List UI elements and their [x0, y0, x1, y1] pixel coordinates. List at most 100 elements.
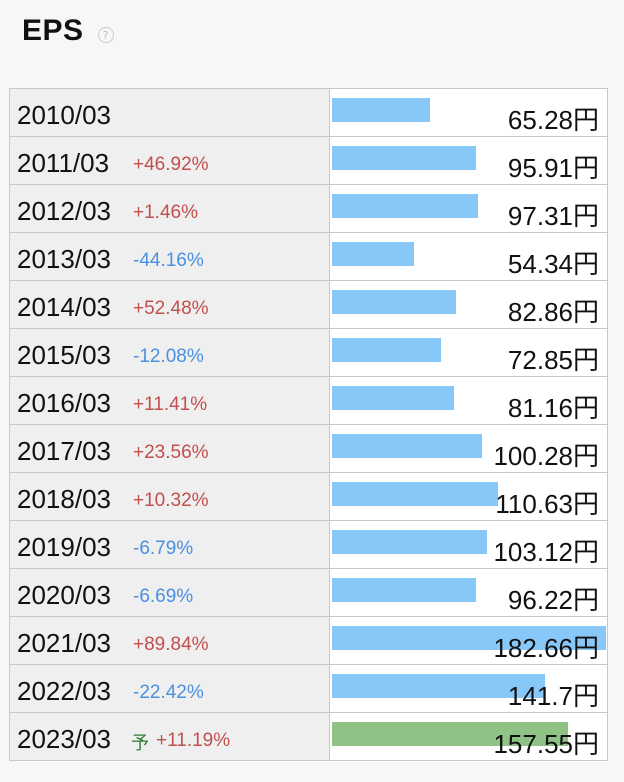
year-label: 2019/03 — [17, 532, 111, 562]
table-row: 2023/03 予 +11.19% 157.55円 — [10, 713, 608, 761]
change-percent: -6.79% — [133, 538, 194, 559]
value-cell: 95.91円 — [330, 137, 608, 184]
eps-value: 81.16円 — [507, 393, 599, 423]
eps-table: 2010/03 65.28円 2011/03 +46.92% 95.91円 2012/03… — [9, 88, 608, 761]
value-cell: 96.22円 — [330, 569, 608, 616]
year-label: 2015/03 — [17, 340, 111, 370]
chart-header: EPS ? — [22, 14, 114, 48]
change-percent: +23.56% — [133, 442, 209, 463]
table-row: 2014/03 +52.48% 82.86円 — [10, 281, 608, 329]
help-icon[interactable]: ? — [97, 27, 114, 43]
table-row: 2012/03 +1.46% 97.31円 — [10, 185, 608, 233]
table-row: 2021/03 +89.84% 182.66円 — [10, 617, 608, 665]
value-cell: 100.28円 — [330, 425, 608, 472]
year-label: 2017/03 — [17, 436, 111, 466]
year-cell: 2019/03 -6.79% — [10, 521, 330, 568]
value-cell: 110.63円 — [330, 473, 608, 520]
eps-value: 82.86円 — [507, 297, 599, 327]
eps-value: 157.55円 — [493, 729, 599, 759]
forecast-mark: 予 — [131, 733, 149, 754]
table-row: 2010/03 65.28円 — [10, 89, 608, 137]
eps-bar — [332, 146, 476, 170]
year-cell: 2021/03 +89.84% — [10, 617, 330, 664]
change-percent: +89.84% — [133, 634, 209, 655]
change-percent: +52.48% — [133, 298, 209, 319]
eps-bar — [332, 626, 606, 650]
eps-bar — [332, 242, 414, 266]
table-row: 2013/03 -44.16% 54.34円 — [10, 233, 608, 281]
year-label: 2011/03 — [17, 148, 110, 178]
value-cell: 97.31円 — [330, 185, 608, 232]
eps-bar — [332, 194, 478, 218]
chart-title: EPS — [22, 14, 84, 47]
year-label: 2020/03 — [17, 580, 111, 610]
year-label: 2018/03 — [17, 484, 111, 514]
change-percent: +10.32% — [133, 490, 209, 511]
eps-bar — [332, 578, 476, 602]
value-cell: 65.28円 — [330, 89, 608, 136]
year-cell: 2011/03 +46.92% — [10, 137, 330, 184]
year-cell: 2017/03 +23.56% — [10, 425, 330, 472]
value-cell: 103.12円 — [330, 521, 608, 568]
value-cell: 81.16円 — [330, 377, 608, 424]
value-cell: 141.7円 — [330, 665, 608, 712]
change-percent: -12.08% — [133, 346, 204, 367]
year-cell: 2018/03 +10.32% — [10, 473, 330, 520]
change-percent: +1.46% — [133, 202, 198, 223]
year-cell: 2015/03 -12.08% — [10, 329, 330, 376]
value-cell: 82.86円 — [330, 281, 608, 328]
eps-value: 103.12円 — [493, 537, 599, 567]
year-label: 2013/03 — [17, 244, 111, 274]
year-cell: 2022/03 -22.42% — [10, 665, 330, 712]
value-cell: 54.34円 — [330, 233, 608, 280]
table-row: 2016/03 +11.41% 81.16円 — [10, 377, 608, 425]
change-percent: +11.41% — [133, 394, 208, 415]
table-row: 2015/03 -12.08% 72.85円 — [10, 329, 608, 377]
eps-bar — [332, 674, 545, 698]
eps-value: 182.66円 — [493, 633, 599, 663]
value-cell: 72.85円 — [330, 329, 608, 376]
year-cell: 2020/03 -6.69% — [10, 569, 330, 616]
year-cell: 2023/03 予 +11.19% — [10, 713, 330, 760]
eps-bar — [332, 434, 482, 458]
change-percent: +46.92% — [133, 154, 209, 175]
year-label: 2022/03 — [17, 676, 111, 706]
table-row: 2017/03 +23.56% 100.28円 — [10, 425, 608, 473]
eps-value: 110.63円 — [495, 489, 599, 519]
eps-value: 54.34円 — [507, 249, 599, 279]
table-row: 2018/03 +10.32% 110.63円 — [10, 473, 608, 521]
year-label: 2014/03 — [17, 292, 111, 322]
eps-value: 141.7円 — [507, 681, 599, 711]
year-cell: 2013/03 -44.16% — [10, 233, 330, 280]
eps-value: 72.85円 — [507, 345, 599, 375]
table-row: 2020/03 -6.69% 96.22円 — [10, 569, 608, 617]
value-cell: 157.55円 — [330, 713, 608, 760]
eps-bar — [332, 530, 487, 554]
eps-value: 65.28円 — [507, 105, 599, 135]
change-percent: -22.42% — [133, 682, 204, 703]
year-label: 2023/03 — [17, 724, 111, 754]
value-cell: 182.66円 — [330, 617, 608, 664]
table-row: 2019/03 -6.79% 103.12円 — [10, 521, 608, 569]
table-row: 2011/03 +46.92% 95.91円 — [10, 137, 608, 185]
year-cell: 2014/03 +52.48% — [10, 281, 330, 328]
year-label: 2021/03 — [17, 628, 111, 658]
year-cell: 2012/03 +1.46% — [10, 185, 330, 232]
eps-bar — [332, 338, 441, 362]
eps-value: 96.22円 — [507, 585, 599, 615]
year-label: 2016/03 — [17, 388, 111, 418]
eps-value: 95.91円 — [507, 153, 599, 183]
year-cell: 2010/03 — [10, 89, 330, 136]
eps-bar — [332, 290, 456, 314]
eps-value: 100.28円 — [493, 441, 599, 471]
eps-value: 97.31円 — [507, 201, 599, 231]
change-percent: -44.16% — [133, 250, 204, 271]
eps-bar — [332, 386, 454, 410]
eps-bar — [332, 98, 430, 122]
change-percent: +11.19% — [156, 730, 231, 751]
year-cell: 2016/03 +11.41% — [10, 377, 330, 424]
year-label: 2012/03 — [17, 196, 111, 226]
change-percent: -6.69% — [133, 586, 194, 607]
eps-bar — [332, 482, 498, 506]
year-label: 2010/03 — [17, 100, 111, 130]
